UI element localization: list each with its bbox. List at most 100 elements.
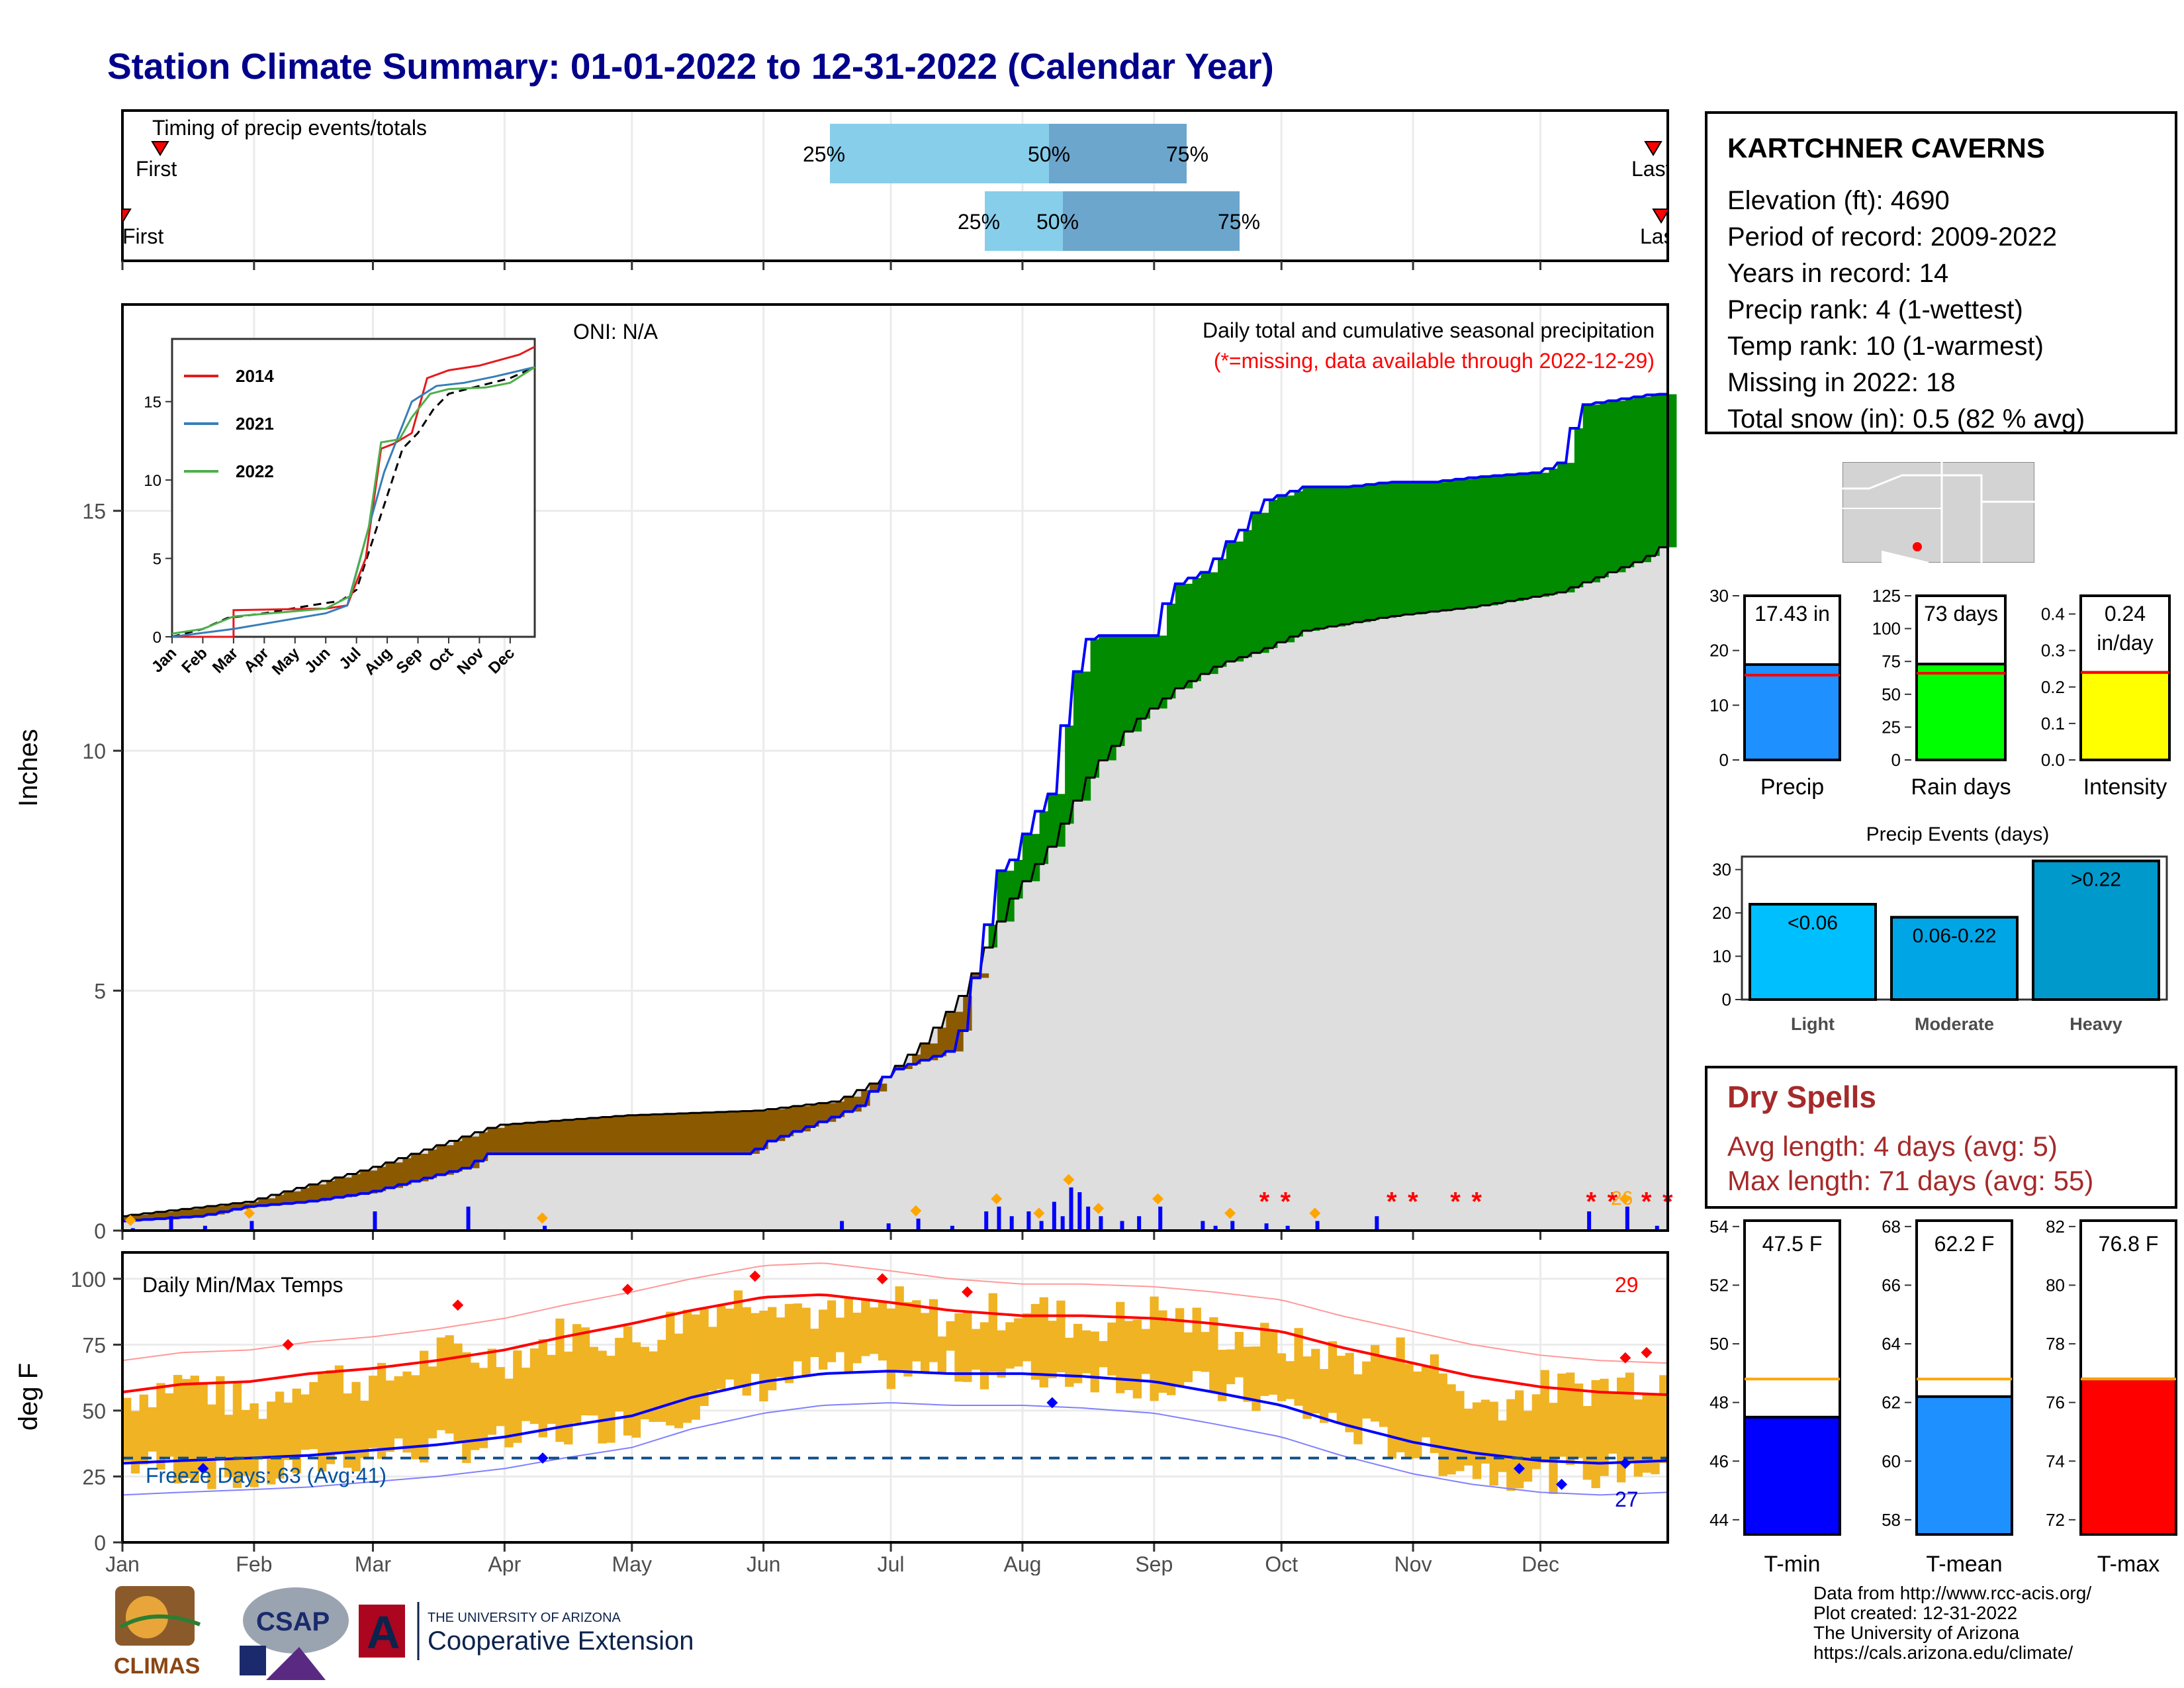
daily-temp-range-bar	[1396, 1337, 1405, 1452]
daily-temp-range-bar	[937, 1336, 946, 1375]
daily-temp-range-bar	[852, 1312, 862, 1364]
y-tick-label: 0.1	[2041, 714, 2065, 733]
month-label: Apr	[488, 1552, 521, 1575]
y-tick-label: 10	[1712, 947, 1731, 966]
cumulative-difference-segment	[1285, 495, 1295, 643]
timing-p50: 50%	[1036, 210, 1079, 234]
daily-temp-range-bar	[649, 1351, 658, 1423]
cumulative-difference-segment	[1260, 512, 1269, 653]
daily-temp-range-bar	[1251, 1346, 1261, 1411]
daily-temp-range-bar	[903, 1302, 913, 1377]
daily-temp-range-bar	[861, 1299, 870, 1356]
cumulative-difference-segment	[776, 1109, 786, 1141]
daily-precip-bar	[203, 1225, 207, 1231]
cumulative-difference-segment	[496, 1127, 505, 1154]
cumulative-difference-segment	[420, 1154, 429, 1182]
cumulative-difference-segment	[1116, 635, 1125, 746]
daily-temp-range-bar	[971, 1329, 981, 1370]
daily-temp-range-bar	[1472, 1402, 1482, 1479]
y-tick-label: 78	[2046, 1334, 2065, 1354]
cumulative-difference-segment	[292, 1191, 302, 1204]
timing-bar-q2	[1063, 191, 1240, 251]
y-tick-label: 0	[94, 1531, 106, 1555]
cumulative-difference-segment	[1175, 583, 1185, 688]
daily-precip-bar	[950, 1225, 954, 1231]
cumulative-difference-segment	[1498, 475, 1507, 604]
cumulative-difference-segment	[666, 1113, 675, 1154]
cumulative-difference-segment	[1480, 476, 1490, 606]
cumulative-difference-segment	[1472, 477, 1482, 608]
footer-line: The University of Arizona	[1813, 1622, 2020, 1643]
y-tick-label: 10	[82, 739, 106, 763]
cumulative-difference-segment	[1404, 482, 1414, 615]
cumulative-difference-segment	[793, 1105, 802, 1132]
y-tick-label: 46	[1709, 1451, 1729, 1471]
daily-temp-range-bar	[487, 1348, 497, 1435]
y-tick-label: 0.2	[2041, 677, 2065, 697]
daily-temp-range-bar	[700, 1309, 709, 1406]
cumulative-difference-segment	[1447, 481, 1456, 610]
cumulative-difference-segment	[979, 973, 989, 978]
daily-temp-range-bar	[1319, 1369, 1329, 1423]
daily-record-marker	[1033, 1207, 1045, 1219]
daily-temp-range-bar	[471, 1362, 480, 1450]
cumulative-difference-segment	[1158, 635, 1167, 709]
inset-series-line	[171, 366, 535, 635]
cumulative-difference-segment	[1218, 559, 1227, 667]
cumulative-difference-segment	[580, 1119, 590, 1154]
timing-panel: Timing of precip events/totals Avg 25% 50%…	[71, 109, 1669, 270]
inset-series-line	[171, 366, 535, 638]
timing-row-label: Avg	[71, 142, 107, 166]
cumulative-difference-segment	[1489, 476, 1499, 606]
daily-temp-range-bar	[1625, 1372, 1635, 1461]
cumulative-difference-segment	[529, 1123, 539, 1154]
daily-temp-range-bar	[784, 1303, 794, 1383]
event-bar	[1749, 903, 1877, 1001]
daily-precip-bar	[1375, 1216, 1379, 1231]
cumulative-difference-segment	[844, 1096, 853, 1112]
daily-temp-range-bar	[1132, 1319, 1142, 1399]
daily-precip-bar	[916, 1218, 921, 1231]
cumulative-difference-segment	[1617, 400, 1626, 573]
daily-temp-range-bar	[1005, 1322, 1015, 1369]
years-text: Years in record: 14	[1727, 259, 1949, 288]
daily-temp-range-bar	[1540, 1370, 1549, 1463]
daily-temp-range-bar	[1030, 1303, 1040, 1380]
cumulative-difference-segment	[1141, 635, 1150, 719]
cumulative-difference-segment	[971, 973, 981, 978]
daily-temp-range-bar	[258, 1419, 267, 1459]
daily-temp-range-bar	[1218, 1350, 1227, 1401]
daily-temp-range-bar	[1608, 1391, 1617, 1454]
daily-temp-range-bar	[1633, 1399, 1643, 1477]
climas-text: CLIMAS	[114, 1654, 200, 1679]
cumulative-difference-segment	[691, 1113, 701, 1154]
cumulative-difference-segment	[267, 1198, 276, 1206]
daily-temp-range-bar	[564, 1351, 573, 1445]
daily-temp-range-bar	[657, 1340, 666, 1422]
y-tick-label: 100	[71, 1268, 106, 1291]
bar-category-label: Rain days	[1911, 774, 2011, 800]
daily-temp-range-bar	[1549, 1403, 1558, 1495]
csap-logo: CSAP	[240, 1587, 349, 1680]
daily-temp-range-bar	[1506, 1399, 1516, 1491]
cumulative-difference-segment	[513, 1123, 522, 1154]
daily-temp-range-bar	[606, 1356, 615, 1443]
cumulative-difference-segment	[784, 1107, 794, 1137]
dry-avg-text: Avg length: 4 days (avg: 5)	[1727, 1131, 2058, 1162]
timing-p25: 25%	[803, 142, 845, 166]
cumulative-difference-segment	[1099, 635, 1108, 761]
cumulative-difference-segment	[1387, 483, 1397, 618]
daily-temp-range-bar	[283, 1402, 293, 1460]
missing-marker: *	[1259, 1187, 1270, 1216]
cumulative-difference-segment	[1328, 487, 1338, 627]
daily-temp-range-bar	[886, 1308, 895, 1389]
daily-temp-range-bar	[1523, 1411, 1533, 1482]
cumulative-difference-segment	[589, 1117, 599, 1154]
y-tick-label: 68	[1882, 1217, 1901, 1237]
value-bar	[1743, 663, 1841, 761]
daily-temp-range-bar	[513, 1350, 522, 1443]
daily-temp-range-bar	[1302, 1356, 1312, 1419]
daily-temp-range-bar	[793, 1303, 802, 1362]
cumulative-difference-segment	[1073, 671, 1083, 801]
